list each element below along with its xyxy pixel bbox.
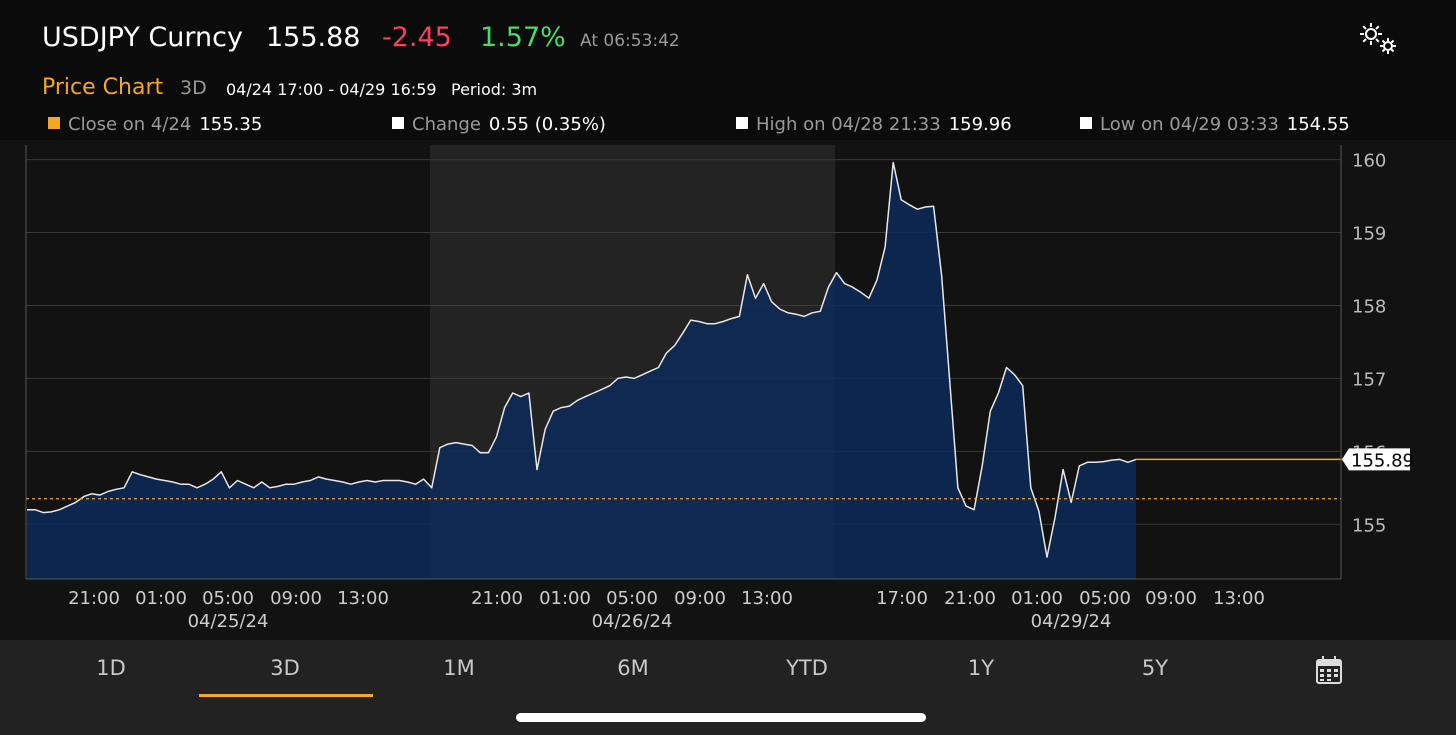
quote-time: At 06:53:42 xyxy=(580,31,680,51)
x-tick-label: 21:00 xyxy=(68,588,120,609)
last-price: 155.88 xyxy=(266,22,361,53)
gear-icon[interactable] xyxy=(1356,20,1400,56)
x-date-label: 04/25/24 xyxy=(188,611,269,632)
y-tick-label: 157 xyxy=(1352,369,1386,390)
calendar-icon[interactable] xyxy=(1316,656,1342,684)
chart-title: Price Chart xyxy=(42,75,164,100)
range-tab-bar: 1D 3D 1M 6M YTD 1Y 5Y xyxy=(0,640,1456,735)
net-change: -2.45 xyxy=(382,22,452,53)
tab-3d[interactable]: 3D xyxy=(270,656,300,680)
y-tick-label: 155 xyxy=(1352,515,1386,536)
legend-square-white xyxy=(392,117,404,129)
x-tick-label: 09:00 xyxy=(270,588,322,609)
x-tick-label: 09:00 xyxy=(674,588,726,609)
x-date-label: 04/26/24 xyxy=(592,611,673,632)
stat-high: High on 04/28 21:33 159.96 xyxy=(736,114,1012,135)
x-tick-label: 13:00 xyxy=(337,588,389,609)
y-tick-label: 159 xyxy=(1352,224,1386,245)
x-tick-label: 13:00 xyxy=(1213,588,1265,609)
x-tick-label: 01:00 xyxy=(135,588,187,609)
last-price-tag-text: 155.89 xyxy=(1351,450,1414,471)
tab-1d[interactable]: 1D xyxy=(96,656,126,680)
tab-1m[interactable]: 1M xyxy=(443,656,475,680)
legend-square-white xyxy=(1080,117,1092,129)
x-tick-label: 13:00 xyxy=(741,588,793,609)
stat-low: Low on 04/29 03:33 154.55 xyxy=(1080,114,1350,135)
percent-change: 1.57% xyxy=(480,22,566,53)
x-tick-label: 05:00 xyxy=(202,588,254,609)
price-line xyxy=(27,161,1137,558)
x-tick-label: 17:00 xyxy=(876,588,928,609)
x-date-label: 04/29/24 xyxy=(1031,611,1112,632)
last-price-label: 155.89 xyxy=(1342,448,1414,471)
x-axis-ticks: 21:00 01:00 05:00 09:00 13:00 21:00 01:00 05:00… xyxy=(68,588,1265,632)
x-tick-label: 01:00 xyxy=(1011,588,1063,609)
legend-square-orange xyxy=(48,117,60,129)
x-tick-label: 05:00 xyxy=(606,588,658,609)
x-tick-label: 21:00 xyxy=(471,588,523,609)
chart-range: 3D xyxy=(180,77,207,99)
stat-close: Close on 4/24 155.35 xyxy=(48,114,262,135)
ticker-symbol: USDJPY Curncy xyxy=(42,22,243,53)
tab-1y[interactable]: 1Y xyxy=(967,656,995,680)
chart-period: Period: 3m xyxy=(451,80,538,99)
last-price-tag xyxy=(1342,448,1410,471)
x-tick-label: 09:00 xyxy=(1145,588,1197,609)
tab-5y[interactable]: 5Y xyxy=(1141,656,1169,680)
chart-date-range: 04/24 17:00 - 04/29 16:59 xyxy=(226,80,437,99)
stat-change: Change 0.55 (0.35%) xyxy=(392,114,606,135)
active-tab-indicator xyxy=(199,694,373,697)
price-chart[interactable]: 155156157158159160 21:0001:0005:0009:001… xyxy=(0,140,1456,640)
y-tick-label: 158 xyxy=(1352,296,1386,317)
price-chart-svg[interactable]: 155156157158159160 21:0001:0005:0009:001… xyxy=(0,140,1456,640)
price-area xyxy=(27,162,1136,579)
tab-ytd[interactable]: YTD xyxy=(786,656,828,680)
quote-header: USDJPY Curncy 155.88 -2.45 1.57% At 06:5… xyxy=(0,0,1456,140)
x-tick-label: 01:00 xyxy=(539,588,591,609)
x-tick-label: 05:00 xyxy=(1079,588,1131,609)
y-tick-label: 160 xyxy=(1352,151,1386,172)
legend-square-white xyxy=(736,117,748,129)
y-axis-ticks: 155156157158159160 xyxy=(1352,151,1386,537)
x-tick-label: 21:00 xyxy=(944,588,996,609)
home-indicator xyxy=(516,713,926,722)
tab-6m[interactable]: 6M xyxy=(617,656,649,680)
